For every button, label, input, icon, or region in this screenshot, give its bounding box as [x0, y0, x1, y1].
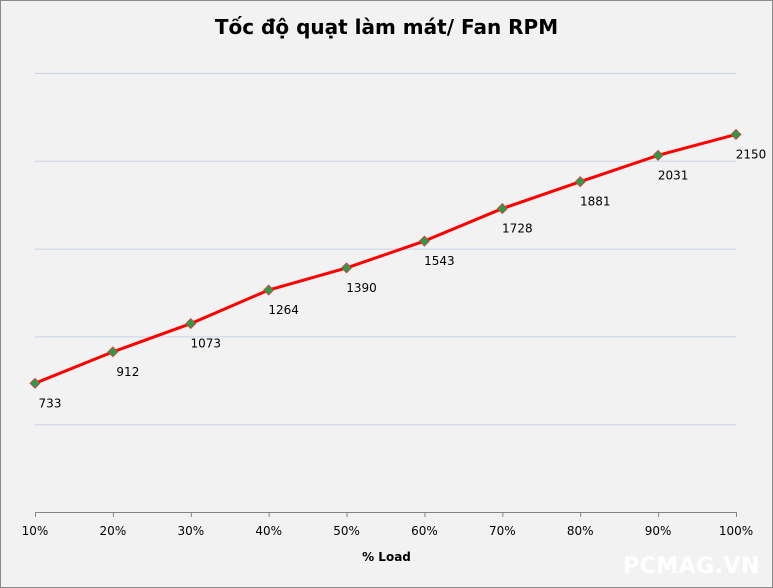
- data-label: 1543: [424, 254, 455, 268]
- x-tick-label: 40%: [255, 524, 282, 538]
- series-line: [34, 133, 737, 385]
- x-axis-label: % Load: [362, 550, 411, 564]
- x-tick-label: 30%: [177, 524, 204, 538]
- data-point: [340, 262, 353, 274]
- data-label: 1881: [580, 195, 611, 209]
- x-tick-label: 70%: [489, 524, 516, 538]
- data-label: 733: [39, 396, 62, 410]
- x-tick-label: 90%: [645, 524, 672, 538]
- data-label: 912: [116, 365, 139, 379]
- data-label: 1390: [346, 281, 377, 295]
- data-point: [730, 128, 742, 141]
- data-label: 2031: [658, 168, 689, 182]
- data-label: 2150: [736, 147, 767, 161]
- data-label: 1073: [191, 337, 222, 351]
- data-point: [263, 284, 275, 296]
- x-tick-label: 100%: [719, 524, 753, 538]
- data-label: 1264: [268, 303, 299, 317]
- x-tick-label: 50%: [333, 524, 360, 538]
- x-tick-label: 10%: [22, 524, 49, 538]
- chart-title: Tốc độ quạt làm mát/ Fan RPM: [214, 15, 559, 39]
- data-point: [185, 318, 197, 330]
- data-point: [29, 377, 41, 389]
- x-tick-label: 60%: [411, 524, 438, 538]
- data-point: [574, 176, 586, 188]
- data-point: [418, 235, 431, 247]
- data-point: [652, 149, 664, 161]
- watermark: PCMAG.VN: [622, 554, 760, 579]
- data-label: 1728: [502, 222, 533, 236]
- data-point: [107, 346, 119, 358]
- x-tick-label: 20%: [100, 524, 127, 538]
- x-tick-label: 80%: [567, 524, 594, 538]
- data-point: [496, 202, 508, 215]
